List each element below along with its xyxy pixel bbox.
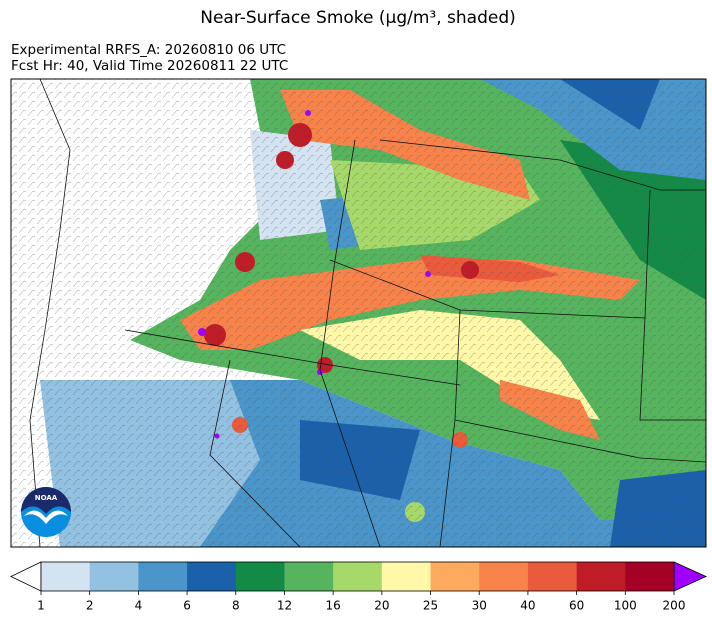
colorbar-bin: [284, 562, 334, 591]
tick-label: 20: [374, 599, 389, 613]
colorbar-bin: [187, 562, 237, 591]
tick-label: 16: [326, 599, 341, 613]
tick-label: 30: [472, 599, 487, 613]
colorbar-bin: [333, 562, 383, 591]
logo-text: NOAA: [35, 494, 58, 502]
tick-label: 8: [232, 599, 240, 613]
colorbar-bin: [381, 562, 431, 591]
state-border: [644, 189, 651, 319]
tick-label: 12: [277, 599, 292, 613]
logo-gull: [24, 510, 68, 524]
tick-label: 6: [183, 599, 191, 613]
wind-barbs: [11, 79, 706, 547]
colorbar-bin: [479, 562, 529, 591]
tick-label: 200: [663, 599, 686, 613]
colorbar-under: [10, 561, 42, 592]
title: Near-Surface Smoke (μg/m³, shaded): [200, 8, 516, 28]
tick-label: 25: [423, 599, 438, 613]
colorbar: 1 2 4 6 8 12 16 20 25 30 40 60 100 200: [10, 561, 707, 613]
noaa-logo: NOAA: [21, 487, 71, 537]
colorbar-bin: [576, 562, 626, 591]
subtitle: Experimental RRFS_A: 20260810 06 UTC: [11, 42, 286, 58]
logo-top: [21, 487, 71, 514]
state-border: [454, 419, 706, 463]
colorbar-bin: [235, 562, 285, 591]
state-border: [209, 359, 301, 547]
tick-label: 40: [520, 599, 535, 613]
state-border: [124, 329, 461, 386]
colorbar-bin: [625, 562, 675, 591]
colorbar-frame: [40, 561, 675, 592]
colorbar-bin: [430, 562, 480, 591]
state-border: [379, 139, 706, 191]
colorbar-bin: [138, 562, 188, 591]
map: [11, 79, 706, 547]
coastline: [29, 79, 71, 547]
tick-label: 2: [86, 599, 94, 613]
colorbar-bin: [89, 562, 139, 591]
colorbar-bin: [41, 562, 90, 591]
map-frame: [10, 78, 707, 548]
subtitle: Fcst Hr: 40, Valid Time 20260811 22 UTC: [11, 58, 288, 74]
tick-label: 4: [135, 599, 143, 613]
tick-label: 100: [614, 599, 637, 613]
state-border: [319, 139, 381, 547]
tick-label: 1: [37, 599, 45, 613]
colorbar-bin: [527, 562, 577, 591]
colorbar-over: [673, 561, 707, 592]
tick-label: 60: [569, 599, 584, 613]
